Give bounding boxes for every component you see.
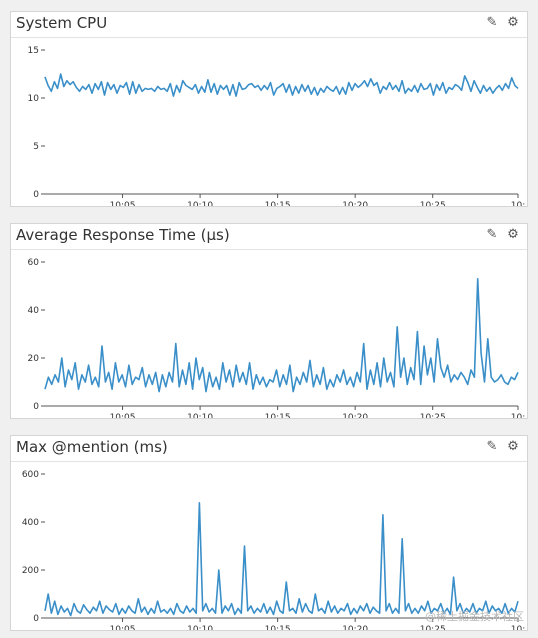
x-tick-label: 10:10 bbox=[187, 625, 213, 630]
x-tick-label: 10:05 bbox=[110, 625, 136, 630]
gear-icon[interactable]: ⚙ bbox=[507, 15, 519, 30]
y-tick-label: 600 bbox=[22, 470, 39, 480]
line-chart: 0 20 40 60 10:05 10:10 10:15 10:20 10:25 10: bbox=[28, 258, 526, 418]
x-tick-label: 10:15 bbox=[265, 413, 291, 418]
x-tick-label: 10:20 bbox=[342, 625, 368, 630]
gear-icon[interactable]: ⚙ bbox=[507, 227, 519, 242]
line-chart: 0 5 10 15 10:05 10:10 10:15 10:20 10:25 10: bbox=[28, 46, 526, 206]
series-line bbox=[44, 73, 519, 97]
x-tick-label: 10: bbox=[511, 413, 525, 418]
y-tick-label: 400 bbox=[22, 518, 39, 528]
panel-header: Average Response Time (μs) ✎ ⚙ bbox=[11, 224, 527, 250]
x-tick-label: 10:25 bbox=[420, 413, 446, 418]
panel-system-cpu: System CPU ✎ ⚙ 0 5 10 15 10:05 10:10 10:15 10:2… bbox=[10, 11, 528, 207]
y-tick-label: 20 bbox=[28, 354, 40, 364]
x-tick-label: 10:15 bbox=[265, 625, 291, 630]
panel-title: Average Response Time (μs) bbox=[16, 226, 230, 244]
y-tick-label: 0 bbox=[33, 614, 39, 624]
panel-average-response-time: Average Response Time (μs) ✎ ⚙ 0 20 40 60 10… bbox=[10, 223, 528, 419]
series-line bbox=[44, 277, 519, 393]
pencil-icon[interactable]: ✎ bbox=[486, 439, 498, 454]
y-tick-label: 15 bbox=[28, 46, 39, 56]
x-tick-label: 10:10 bbox=[187, 413, 213, 418]
y-tick-label: 60 bbox=[28, 258, 40, 268]
y-tick-label: 0 bbox=[33, 402, 39, 412]
panel-header: System CPU ✎ ⚙ bbox=[11, 12, 527, 38]
x-tick-label: 10:25 bbox=[420, 625, 446, 630]
x-tick-label: 10:15 bbox=[265, 201, 291, 206]
watermark: @稀土掘金技术社区 bbox=[425, 610, 524, 623]
line-chart: 0 200 400 600 10:05 10:10 10:15 10:20 10:25 10: bbox=[22, 470, 525, 630]
y-tick-label: 0 bbox=[33, 190, 39, 200]
x-tick-label: 10: bbox=[511, 201, 525, 206]
y-tick-label: 5 bbox=[33, 142, 39, 152]
y-tick-label: 200 bbox=[22, 566, 39, 576]
panel-title: System CPU bbox=[16, 14, 108, 32]
x-tick-label: 10:20 bbox=[342, 413, 368, 418]
pencil-icon[interactable]: ✎ bbox=[486, 227, 498, 242]
x-tick-label: 10:25 bbox=[420, 201, 446, 206]
x-tick-label: 10:10 bbox=[187, 201, 213, 206]
gear-icon[interactable]: ⚙ bbox=[507, 439, 519, 454]
series-line bbox=[44, 501, 519, 617]
y-tick-label: 40 bbox=[28, 306, 40, 316]
x-tick-label: 10: bbox=[511, 625, 525, 630]
panel-header: Max @mention (ms) ✎ ⚙ bbox=[11, 436, 527, 462]
pencil-icon[interactable]: ✎ bbox=[486, 15, 498, 30]
x-tick-label: 10:05 bbox=[110, 413, 136, 418]
y-tick-label: 10 bbox=[28, 94, 40, 104]
panel-title: Max @mention (ms) bbox=[16, 438, 168, 456]
x-tick-label: 10:05 bbox=[110, 201, 136, 206]
x-tick-label: 10:20 bbox=[342, 201, 368, 206]
panel-max-mention: Max @mention (ms) ✎ ⚙ 0 200 400 600 10:05 10:… bbox=[10, 435, 528, 631]
